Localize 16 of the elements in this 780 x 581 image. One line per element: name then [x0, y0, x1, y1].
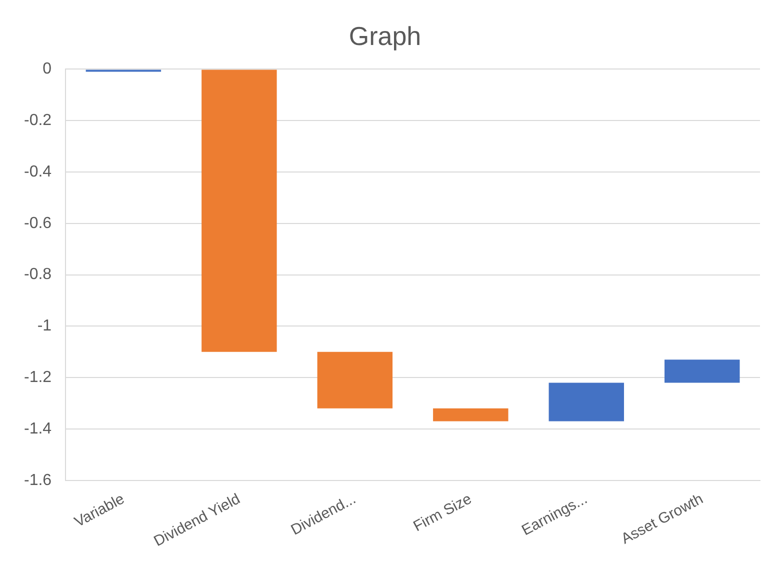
y-tick-label: 0	[42, 60, 52, 78]
bar	[548, 382, 624, 422]
y-tick-label: -0.4	[24, 163, 52, 180]
bar	[317, 352, 393, 408]
y-tick-label: -0.2	[24, 112, 52, 129]
bar	[433, 408, 508, 422]
y-tick-label: -1.4	[24, 420, 52, 438]
bar	[664, 360, 740, 383]
bar	[202, 70, 277, 352]
y-tick-label: -1.6	[24, 472, 52, 489]
x-tick-label: Firm Size	[410, 490, 474, 536]
y-tick-label: -1.2	[24, 368, 52, 386]
y-tick-label: -0.6	[24, 214, 52, 232]
chart-title: Graph	[348, 20, 422, 51]
y-tick-label: -0.8	[24, 266, 52, 284]
y-tick-label: -1	[37, 318, 52, 335]
